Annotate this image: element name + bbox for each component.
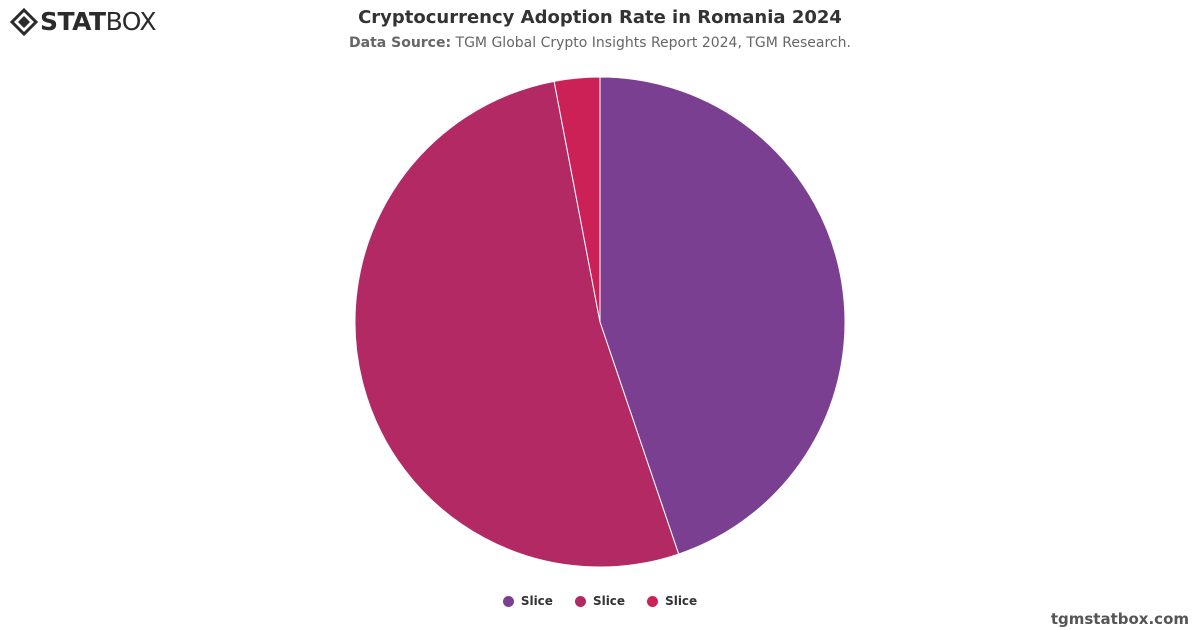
legend-item-1[interactable]: Slice: [502, 594, 553, 608]
legend-item-3[interactable]: Slice: [647, 594, 697, 608]
legend-label: Slice: [665, 594, 698, 608]
source-label: Data Source:: [349, 35, 452, 51]
legend-label: Slice: [520, 594, 553, 608]
statbox-logo-icon: [10, 8, 38, 36]
chart-subtitle: Data Source: TGM Global Crypto Insights …: [0, 35, 1200, 51]
chart-title: Cryptocurrency Adoption Rate in Romania …: [358, 7, 842, 28]
pie-slice-2[interactable]: [354, 80, 680, 568]
legend-swatch: [647, 595, 659, 607]
legend-label: Slice: [592, 594, 626, 608]
legend-swatch: [574, 595, 586, 607]
chart-legend: Slice Slice Slice: [0, 594, 1200, 608]
source-text: TGM Global Crypto Insights Report 2024, …: [455, 35, 851, 51]
pie-slice-3[interactable]: [553, 76, 601, 323]
logo-text: STATBOX: [40, 7, 157, 36]
legend-swatch: [502, 595, 514, 607]
watermark: tgmstatbox.com: [1050, 610, 1189, 628]
pie-slice-1[interactable]: [599, 76, 846, 555]
legend-item-2[interactable]: Slice: [574, 594, 626, 608]
statbox-logo: STATBOX: [10, 7, 157, 36]
